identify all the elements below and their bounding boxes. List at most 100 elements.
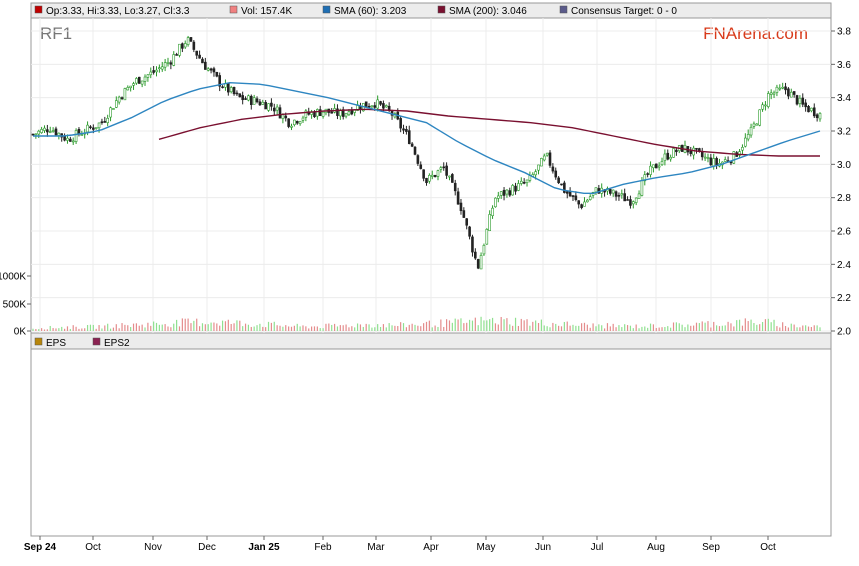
volume-bar — [305, 326, 307, 331]
volume-bar — [443, 326, 445, 331]
volume-bar — [38, 329, 40, 331]
candle-body — [100, 121, 104, 124]
volume-bar — [35, 329, 37, 331]
volume-bar — [233, 323, 235, 331]
volume-bar — [718, 326, 721, 331]
volume-bar — [532, 321, 534, 331]
candle-body — [428, 175, 431, 182]
volume-bar — [761, 322, 764, 331]
candle-body — [588, 196, 592, 200]
volume-bar — [592, 323, 594, 331]
candle-body — [471, 236, 474, 253]
volume-bar — [540, 319, 542, 331]
candle-body — [741, 147, 744, 151]
volume-bar — [632, 328, 634, 331]
candle-body — [709, 157, 713, 166]
candle-body — [278, 107, 282, 119]
volume-bar — [486, 320, 488, 331]
candle-body — [715, 158, 718, 166]
volume-bar — [242, 326, 244, 331]
candle-body — [379, 101, 382, 105]
candle-body — [459, 202, 463, 212]
volume-bar — [173, 323, 175, 331]
legend-sma60: SMA (60): 3.203 — [334, 6, 407, 17]
volume-bar — [759, 324, 761, 331]
volume-bar — [733, 326, 735, 331]
candle-body — [580, 204, 583, 208]
candle-body — [204, 61, 207, 70]
volume-bar — [776, 326, 778, 331]
candle-body — [261, 101, 265, 105]
x-tick-label: Jul — [591, 542, 604, 553]
candle-body — [586, 199, 589, 203]
candle-body — [511, 185, 514, 196]
candle-body — [399, 118, 402, 129]
candle-body — [436, 170, 440, 177]
candle-body — [789, 91, 793, 98]
candle-body — [672, 148, 675, 158]
volume-bar — [773, 319, 775, 331]
candle-body — [729, 161, 733, 164]
candle-body — [287, 118, 290, 127]
candle-body — [801, 97, 805, 105]
volume-bar — [638, 328, 640, 331]
volume-bar — [55, 328, 57, 331]
candle-body — [594, 187, 598, 193]
volume-bar — [583, 322, 586, 331]
volume-bar — [535, 320, 537, 331]
candle-body — [723, 159, 727, 162]
candle-body — [298, 121, 302, 125]
legend-eps2: EPS2 — [104, 338, 130, 349]
candle-body — [54, 128, 58, 136]
candle-body — [175, 54, 178, 56]
volume-bar — [247, 324, 250, 331]
volume-bar — [420, 326, 422, 331]
volume-bar — [92, 324, 94, 331]
candle-body — [517, 183, 520, 191]
volume-bar — [612, 323, 614, 331]
volume-bar — [155, 322, 158, 331]
x-axis: Sep 24 Oct Nov Dec Jan 25 Feb Mar Apr May Jun Jul A… — [24, 536, 776, 553]
volume-bar — [641, 326, 643, 331]
candle-body — [94, 127, 98, 129]
volume-bar — [796, 327, 798, 331]
volume-bar — [371, 327, 373, 331]
price-tick-label: 2.4 — [837, 260, 851, 271]
x-tick-label: Aug — [647, 542, 665, 553]
candle-body — [744, 137, 747, 147]
legend-ohlc: Op:3.33, Hi:3.33, Lo:3.27, Cl:3.3 — [46, 6, 190, 17]
candle-body — [235, 92, 239, 95]
candle-body — [252, 97, 256, 105]
volume-bar — [66, 326, 69, 331]
candle-body — [264, 102, 267, 110]
candle-body — [485, 229, 489, 245]
volume-bar — [75, 326, 77, 331]
volume-bar — [730, 323, 732, 331]
eps-legend: EPS EPS2 — [34, 337, 130, 349]
candle-body — [120, 97, 124, 99]
candle-body — [775, 86, 779, 93]
candle-body — [649, 165, 652, 175]
candle-body — [462, 210, 466, 218]
candle-body — [769, 92, 773, 95]
candle-body — [614, 191, 618, 197]
candle-body — [201, 58, 204, 64]
candle-body — [97, 122, 101, 129]
volume-bar — [354, 327, 356, 331]
volume-bar — [411, 323, 413, 331]
volume-bar — [414, 324, 416, 331]
volume-bar — [221, 320, 224, 331]
volume-bar — [491, 317, 494, 331]
candle-body — [626, 199, 629, 201]
candle-body — [620, 193, 624, 196]
candle-body — [634, 197, 638, 203]
candle-body — [218, 75, 221, 87]
candle-body — [646, 173, 649, 175]
volume-bar — [201, 323, 204, 331]
volume-bar — [86, 324, 89, 331]
candle-body — [40, 129, 43, 133]
candle-body — [384, 105, 388, 108]
candle-body — [221, 86, 224, 89]
volume-bar — [520, 318, 522, 331]
candle-body — [295, 120, 299, 124]
